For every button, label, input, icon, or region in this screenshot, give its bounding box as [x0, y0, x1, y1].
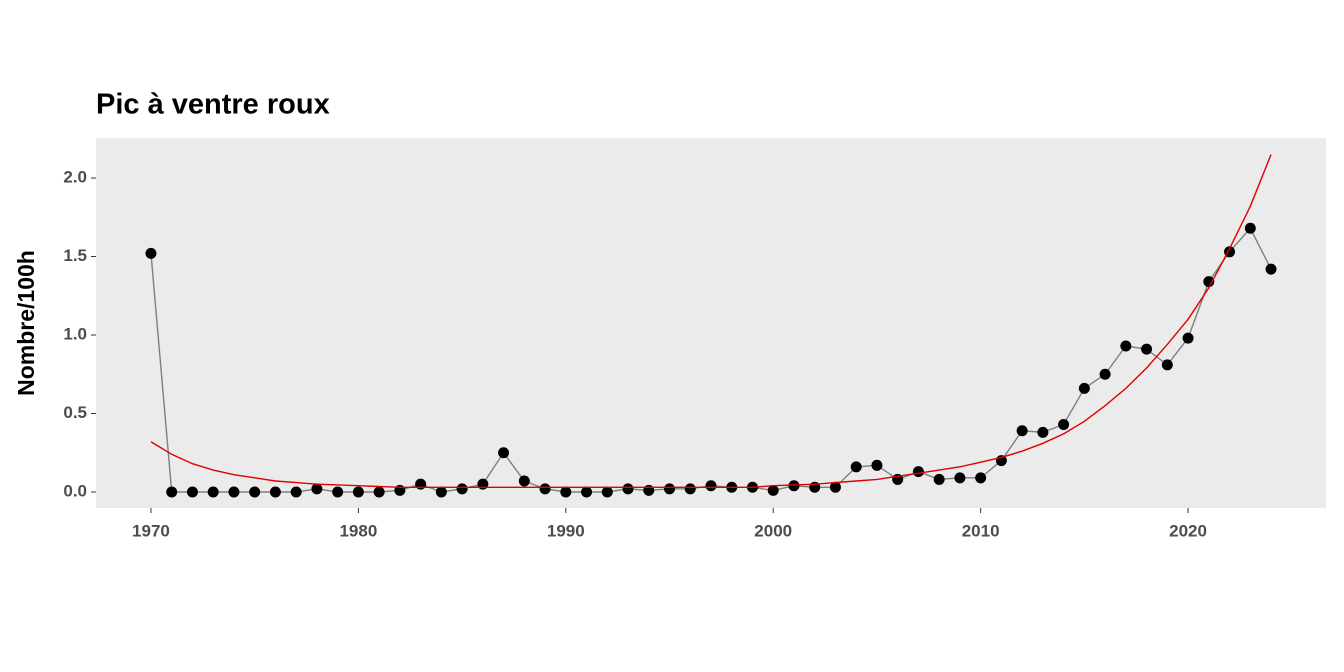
data-point [269, 486, 281, 498]
data-point [373, 486, 385, 498]
x-tick-label: 2000 [754, 521, 792, 540]
data-point [560, 486, 572, 498]
data-point [1265, 263, 1277, 275]
data-point [975, 472, 987, 484]
data-point [581, 486, 593, 498]
data-point [539, 483, 551, 495]
data-point [1244, 222, 1256, 234]
data-point [352, 486, 364, 498]
data-point [186, 486, 198, 498]
y-tick-label: 0.0 [63, 481, 87, 500]
data-point [684, 483, 696, 495]
data-point [311, 483, 323, 495]
data-point [1016, 425, 1028, 437]
data-point [456, 483, 468, 495]
x-tick-label: 1980 [339, 521, 377, 540]
data-point [912, 466, 924, 478]
x-tick-label: 1970 [132, 521, 170, 540]
data-point [518, 475, 530, 487]
data-point [332, 486, 344, 498]
data-point [477, 478, 489, 490]
data-point [601, 486, 613, 498]
data-point [1182, 332, 1194, 344]
data-point [643, 484, 655, 496]
data-point [290, 486, 302, 498]
data-point [1037, 426, 1049, 438]
data-point [1203, 276, 1215, 288]
data-point [1058, 418, 1070, 430]
data-point [1141, 343, 1153, 355]
data-point [664, 483, 676, 495]
data-point [1078, 382, 1090, 394]
data-point [1120, 340, 1132, 352]
y-tick-label: 0.5 [63, 403, 87, 422]
y-tick-label: 1.5 [63, 246, 87, 265]
plot-panel [96, 138, 1326, 508]
data-point [145, 247, 157, 259]
data-point [933, 473, 945, 485]
data-point [705, 480, 717, 492]
data-point [829, 481, 841, 493]
data-point [1161, 359, 1173, 371]
data-point [850, 461, 862, 473]
series-line [150, 154, 1272, 488]
data-point [871, 459, 883, 471]
data-point [435, 486, 447, 498]
x-tick-label: 2020 [1169, 521, 1207, 540]
data-point [415, 478, 427, 490]
y-axis-title: Nombre/100h [13, 250, 39, 396]
data-point [767, 484, 779, 496]
data-point [954, 472, 966, 484]
data-point [166, 486, 178, 498]
data-point [249, 486, 261, 498]
x-tick-label: 1990 [547, 521, 585, 540]
data-point [498, 447, 510, 459]
chart-title: Pic à ventre roux [96, 89, 330, 121]
data-point [1099, 368, 1111, 380]
data-point [228, 486, 240, 498]
y-tick-label: 2.0 [63, 168, 87, 187]
data-point [788, 480, 800, 492]
y-tick-label: 1.0 [63, 324, 87, 343]
data-point [207, 486, 219, 498]
data-point [622, 483, 634, 495]
x-tick-label: 2010 [962, 521, 1000, 540]
